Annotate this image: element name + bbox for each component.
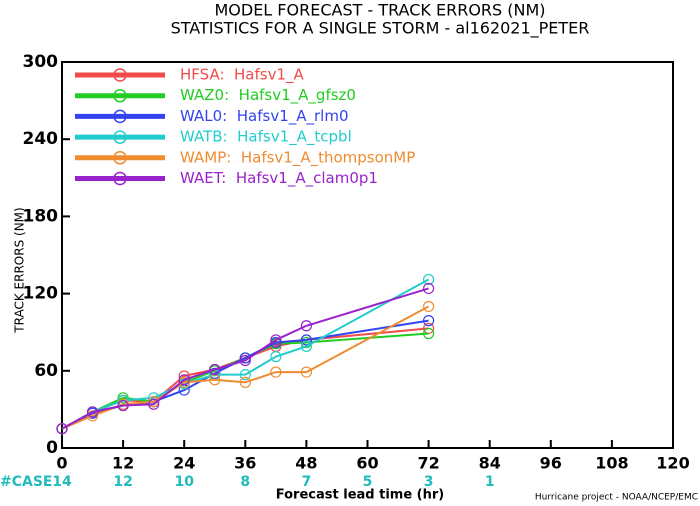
y-tick-label: 0 [46,438,58,458]
point [423,315,435,327]
x-tick-label: 96 [540,454,562,473]
y-tick-label: 120 [23,284,59,304]
series-line [61,305,430,430]
legend-marker [113,109,127,124]
point [300,340,312,352]
y-tick-label: 180 [23,206,59,226]
legend-label: WAL0: Hafsv1_A_rlm0 [180,107,349,126]
y-tick-label: 300 [23,52,59,72]
point [117,392,129,404]
x-tick-label: 84 [479,454,501,473]
case-count: 5 [363,474,373,490]
legend-marker [113,68,127,82]
legend-marker [113,171,127,186]
x-tick-label: 36 [234,454,256,473]
y-tick-label: 60 [34,361,58,381]
series-line [61,287,429,430]
legend-marker [113,151,127,165]
point [148,398,160,410]
series-line [61,278,430,430]
x-tick-label: 48 [295,454,317,473]
point [423,273,435,286]
case-count: 1 [485,474,495,490]
legend-marker [113,88,127,103]
case-label: #CASE [0,474,53,490]
chart-title: MODEL FORECAST - TRACK ERRORS (NM) [214,1,545,20]
x-tick-label: 24 [173,454,195,473]
x-tick-label: 60 [356,454,378,473]
case-count: 14 [52,474,72,490]
x-tick-label: 0 [56,454,67,473]
case-count: 3 [424,474,434,490]
point [56,423,68,435]
case-count: 8 [240,474,250,490]
point [148,396,160,408]
series-line [61,327,429,430]
legend-label: WATB: Hafsv1_A_tcpbl [180,128,352,147]
chart-subtitle: STATISTICS FOR A SINGLE STORM - al162021… [171,19,590,39]
point [86,406,99,418]
point [239,376,251,388]
x-axis-label: Forecast lead time (hr) [276,488,444,503]
legend-label: HFSA: Hafsv1_A [180,66,305,85]
legend-label: WAMP: Hafsv1_A_thompsonMP [180,148,415,167]
legend-label: WAET: Hafsv1_A_clam0p1 [180,169,378,188]
x-tick-label: 12 [112,454,134,473]
point [270,366,282,378]
point [239,354,251,367]
legend-marker [113,130,127,144]
case-count: 12 [113,474,132,490]
point [178,376,190,388]
x-tick-label: 120 [656,454,689,473]
point [178,374,190,386]
point [209,363,221,376]
footer: Hurricane project - NOAA/NCEP/EMC [535,493,698,503]
y-tick-label: 240 [23,129,59,149]
point [300,320,312,332]
series-line [61,332,429,430]
point [423,327,435,340]
plot-frame [61,61,674,449]
point [423,282,435,295]
point [117,399,129,412]
case-count: 10 [174,474,194,490]
x-tick-label: 72 [417,454,439,473]
point [423,300,435,313]
legend-label: WAZ0: Hafsv1_A_gfsz0 [180,86,356,105]
point [270,334,282,346]
point [300,334,312,346]
point [300,366,312,378]
point [423,322,435,334]
y-axis-label: TRACK ERRORS (NM) [13,207,27,333]
point [239,369,251,381]
case-count: 7 [302,474,312,490]
point [270,351,282,363]
x-tick-label: 108 [595,454,628,473]
